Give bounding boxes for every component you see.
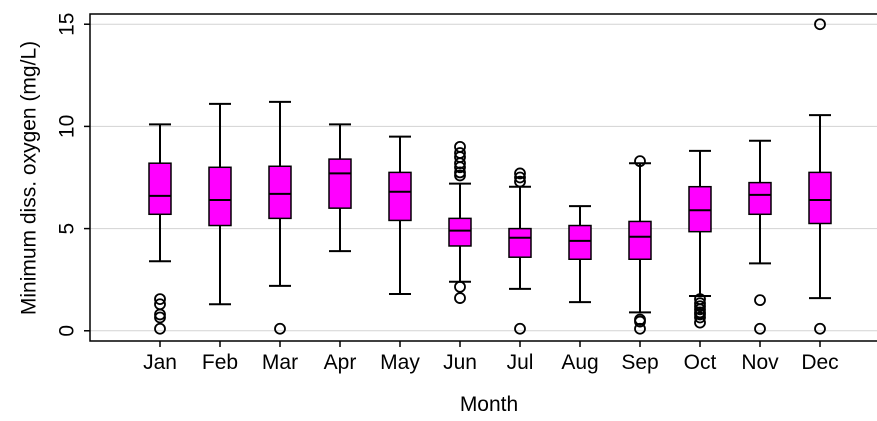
outlier	[634, 155, 646, 168]
box	[508, 227, 532, 258]
y-tick-label: 0	[56, 325, 79, 337]
outlier	[514, 175, 526, 188]
outlier	[814, 322, 826, 335]
y-tick-label: 10	[56, 115, 79, 138]
box	[568, 224, 592, 260]
x-tick-label: Nov	[741, 351, 779, 374]
box	[448, 217, 472, 247]
box	[808, 171, 832, 225]
outlier	[454, 280, 466, 293]
outlier	[694, 316, 706, 329]
x-tick-label: Mar	[262, 351, 298, 374]
x-tick-label: Jan	[143, 351, 177, 374]
outlier	[694, 311, 706, 324]
x-tick-label: Feb	[202, 351, 238, 374]
y-tick-label: 15	[56, 13, 79, 36]
outlier	[154, 322, 166, 335]
x-tick-label: Apr	[324, 351, 357, 374]
box	[328, 158, 352, 209]
x-tick-label: Dec	[801, 351, 838, 374]
outlier	[154, 311, 166, 324]
outlier	[754, 294, 766, 307]
box	[748, 181, 772, 216]
outlier	[754, 322, 766, 335]
box	[268, 165, 292, 220]
outlier	[454, 161, 466, 174]
box	[388, 171, 412, 222]
outlier	[454, 292, 466, 304]
outlier	[814, 18, 826, 31]
box	[208, 166, 232, 227]
outlier	[454, 169, 466, 182]
outlier	[634, 322, 646, 335]
box	[688, 185, 712, 233]
x-tick-label: Aug	[561, 351, 598, 374]
x-tick-label: Oct	[684, 351, 717, 374]
y-axis-label: Minimum diss. oxygen (mg/L)	[18, 41, 41, 315]
y-tick-label: 5	[56, 223, 79, 235]
x-tick-label: May	[380, 351, 420, 374]
x-tick-label: Jun	[443, 351, 477, 374]
plot-frame	[89, 13, 877, 342]
outlier	[514, 171, 526, 184]
box	[148, 162, 172, 216]
box	[628, 220, 652, 261]
x-axis-label: Month	[460, 393, 518, 416]
outlier	[514, 322, 526, 335]
outlier	[274, 322, 286, 335]
outlier	[154, 293, 166, 306]
x-tick-label: Sep	[621, 351, 658, 374]
outlier	[514, 167, 526, 180]
outlier	[634, 315, 646, 328]
x-tick-label: Jul	[507, 351, 534, 374]
